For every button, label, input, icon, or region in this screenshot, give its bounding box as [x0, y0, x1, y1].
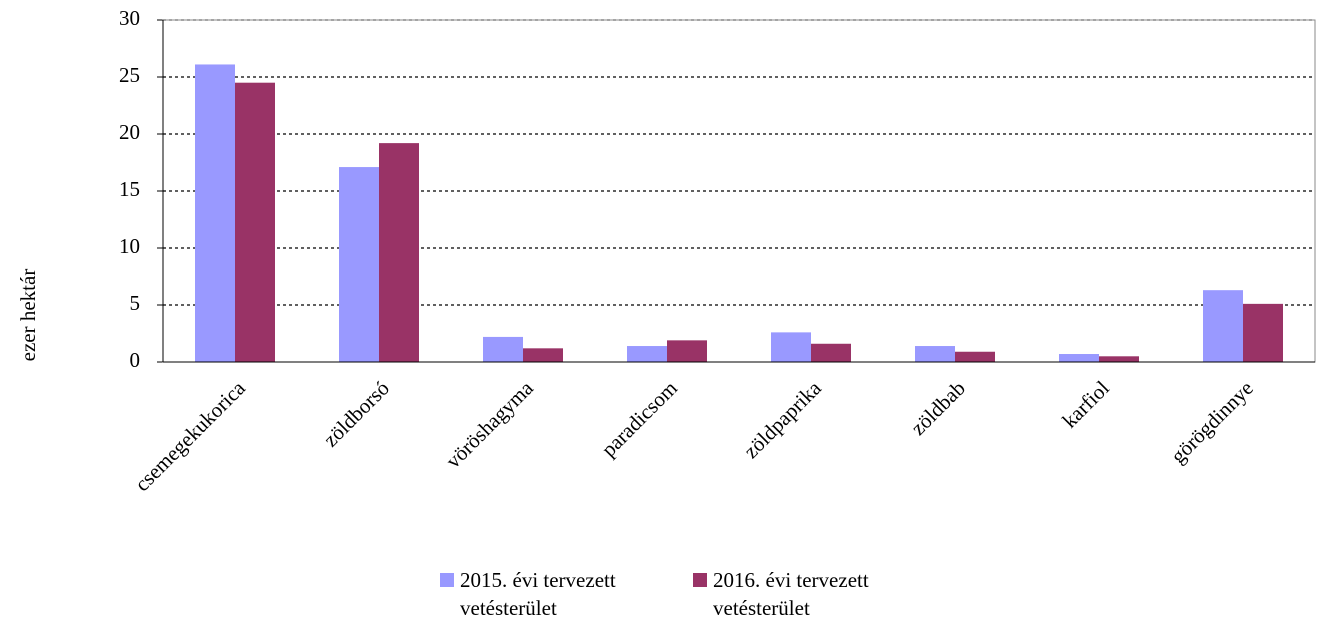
y-tick-label: 0 [130, 348, 141, 372]
legend-swatch [693, 573, 707, 587]
x-tick-label: karfiol [1057, 376, 1114, 433]
bar [771, 332, 811, 362]
bar [955, 351, 995, 362]
x-tick-label: zöldbab [906, 376, 970, 440]
y-tick-label: 15 [119, 177, 140, 201]
bar [811, 343, 851, 362]
x-tick-label: csemegekukorica [130, 375, 251, 496]
bar [379, 143, 419, 362]
bar [195, 64, 235, 363]
bar [523, 348, 563, 362]
bar [1059, 354, 1099, 362]
legend-item: 2016. évi tervezett vetésterület [693, 566, 913, 622]
y-tick-label: 5 [130, 291, 141, 315]
y-tick-label: 25 [119, 63, 140, 87]
y-tick-label: 30 [119, 6, 140, 30]
y-tick-label: 20 [119, 120, 140, 144]
y-axis-label: ezer hektár [16, 269, 40, 362]
x-tick-label: zöldborsó [318, 376, 394, 452]
bar [915, 346, 955, 362]
bar [483, 336, 523, 362]
bar [1099, 356, 1139, 362]
x-tick-label: vöröshagyma [441, 375, 538, 472]
bar [1243, 303, 1283, 362]
x-tick-label: zöldpaprika [739, 375, 827, 463]
bar [235, 82, 275, 362]
bar [339, 167, 379, 362]
x-tick-label: görögdinnye [1166, 376, 1258, 468]
bar [667, 340, 707, 362]
x-tick-label: paradicsom [597, 376, 682, 461]
bar [627, 346, 667, 362]
legend-label: 2015. évi tervezett vetésterület [460, 568, 616, 620]
legend-swatch [440, 573, 454, 587]
legend-item: 2015. évi tervezett vetésterület [440, 566, 660, 622]
y-tick-label: 10 [119, 234, 140, 258]
legend-label: 2016. évi tervezett vetésterület [713, 568, 869, 620]
bar [1203, 290, 1243, 362]
